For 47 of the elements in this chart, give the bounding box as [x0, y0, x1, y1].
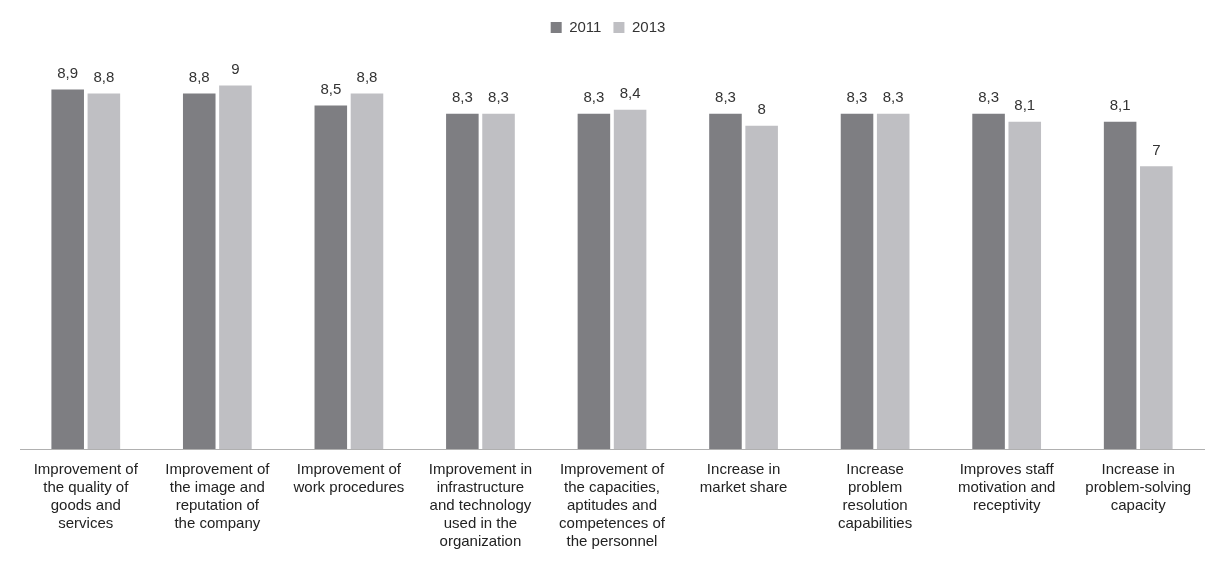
bar [1103, 121, 1137, 449]
data-label: 8,5 [320, 80, 342, 98]
legend-label: 2013 [631, 17, 666, 35]
x-tick-label: Improvement in infrastructure and technology used in the organization [428, 460, 533, 550]
data-label: 8,1 [1109, 96, 1131, 114]
bar [840, 113, 874, 449]
data-label: 8,8 [93, 68, 115, 86]
data-label: 8,8 [188, 68, 210, 86]
legend-label: 2011 [569, 17, 602, 35]
bar [709, 113, 742, 449]
x-tick-label: Increase in market share [699, 460, 788, 496]
data-label: 8,3 [978, 88, 1000, 106]
bar [182, 93, 216, 449]
bar [482, 113, 515, 449]
bar [314, 105, 348, 449]
x-tick-label: Improves staff motivation and receptivity [957, 460, 1056, 514]
x-tick-label: Improvement of the image and reputation of the company [165, 460, 271, 532]
bar [1140, 166, 1173, 449]
data-label: 8,4 [619, 84, 641, 102]
x-tick-label: Increase problem resolution capabilities [838, 460, 913, 532]
data-label: 8,3 [882, 88, 904, 106]
bar [1008, 121, 1042, 449]
bar [613, 109, 647, 449]
data-label: 8,1 [1014, 96, 1036, 114]
data-label: 8,3 [715, 88, 736, 106]
bar [350, 93, 384, 449]
bar [972, 113, 1005, 449]
data-label: 8,3 [583, 88, 605, 106]
data-label: 8,3 [451, 88, 473, 106]
bar [446, 113, 479, 449]
x-tick-label: Improvement of work procedures [292, 460, 405, 496]
data-label: 7 [1152, 140, 1161, 158]
data-label: 8,3 [846, 88, 868, 106]
data-label: 8,8 [356, 68, 378, 86]
data-label: 8,3 [488, 88, 509, 106]
bar [745, 125, 778, 449]
x-tick-label: Increase in problem-solving capacity [1085, 460, 1192, 514]
bar [577, 113, 611, 449]
data-label: 8 [757, 100, 766, 118]
bar [876, 113, 910, 449]
data-label: 9 [231, 60, 240, 78]
bar [219, 85, 252, 449]
bar [87, 93, 121, 449]
x-tick-label: Improvement of the quality of goods and services [33, 460, 139, 532]
data-label: 8,9 [57, 64, 79, 82]
bar [51, 89, 84, 449]
x-tick-label: Improvement of the capacities, aptitudes and competences of the personnel [559, 460, 666, 550]
